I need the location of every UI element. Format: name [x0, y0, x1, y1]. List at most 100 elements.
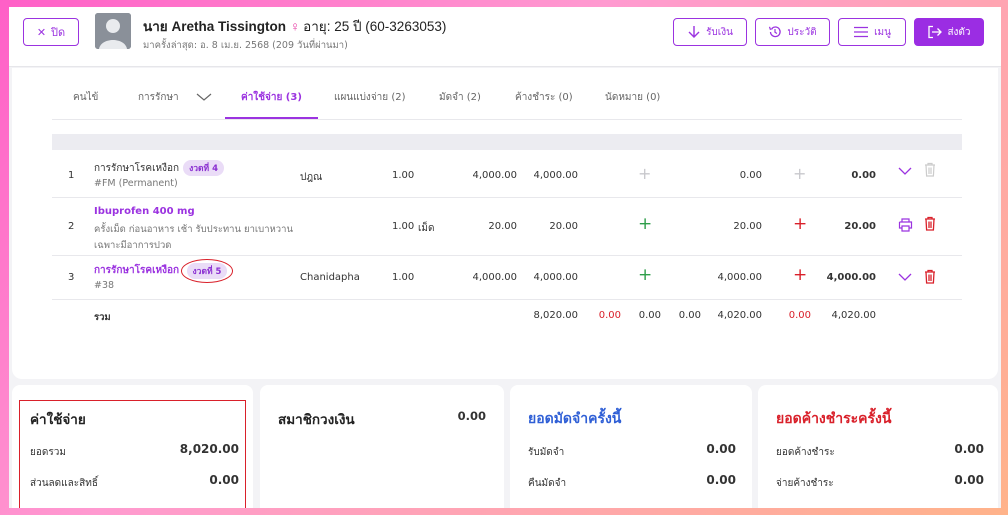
outstanding-card: ยอดค้างชำระครั้งนี้ ยอดค้างชำระ 0.00 จ่า… [758, 385, 998, 508]
avatar [95, 13, 131, 49]
item-sub: #FM (Permanent) [94, 178, 178, 189]
item-name: การรักษาโรคเหงือก [94, 163, 180, 174]
deposit-return-label: คืนมัดจำ [528, 478, 567, 489]
tab-appointments[interactable]: นัดหมาย (0) [605, 92, 661, 103]
item-name[interactable]: Ibuprofen 400 mg [94, 206, 195, 217]
send-queue-label: ส่งตัว [947, 26, 971, 38]
tab-patient[interactable]: คนไข้ [73, 92, 99, 103]
history-button[interactable]: ประวัติ [755, 18, 830, 46]
totals-amount: 8,020.00 [533, 310, 578, 321]
tab-treatment-label: การรักษา [138, 92, 179, 103]
trash-icon[interactable] [924, 216, 936, 234]
last-visit-text: มาครั้งล่าสุด: อ. 8 เม.ย. 2568 (209 วันท… [143, 40, 348, 51]
price: 20.00 [488, 221, 517, 232]
expand-icon[interactable] [898, 272, 912, 285]
close-button[interactable]: ✕ ปิด [23, 18, 79, 46]
item-instructions-2: เฉพาะมีอาการปวด [94, 240, 172, 251]
total-value: 8,020.00 [179, 442, 239, 456]
trash-icon[interactable] [924, 269, 936, 287]
history-icon [769, 26, 782, 38]
installment-badge-highlight: งวดที่ 5 [181, 259, 233, 283]
table-header [52, 134, 962, 150]
expense-summary-title: ค่าใช้จ่าย [30, 412, 86, 428]
total: 4,000.00 [826, 272, 876, 283]
wallet-value: 0.00 [457, 409, 486, 423]
outstanding-owed-value: 0.00 [954, 442, 984, 456]
item-sub: #38 [94, 280, 115, 291]
add-deposit-icon[interactable]: + [638, 164, 652, 183]
hamburger-icon [854, 26, 869, 38]
amount: 20.00 [549, 221, 578, 232]
unit: เม็ด [418, 223, 435, 234]
qty: 1.00 [392, 170, 415, 181]
history-label: ประวัติ [787, 26, 817, 38]
deposit-receive-label: รับมัดจำ [528, 447, 565, 458]
tab-treatment[interactable]: การรักษา [138, 90, 212, 105]
expense-summary-card: ค่าใช้จ่าย ยอดรวม 8,020.00 ส่วนลดและสิทธ… [12, 385, 253, 508]
amount: 4,000.00 [533, 170, 578, 181]
exit-arrow-icon [928, 25, 943, 39]
expand-icon[interactable] [898, 166, 912, 179]
print-icon[interactable] [898, 218, 913, 235]
menu-label: เมนู [874, 26, 891, 38]
tab-expenses[interactable]: ค่าใช้จ่าย (3) [241, 92, 302, 103]
doctor-name: Chanidapha [300, 272, 360, 283]
totals-total: 4,020.00 [831, 310, 876, 321]
patient-name: นาย Aretha Tissington [143, 19, 286, 34]
totals-discount: 0.00 [598, 310, 621, 321]
expenses-panel: คนไข้ การรักษา ค่าใช้จ่าย (3) แผนแบ่งจ่า… [12, 68, 998, 379]
add-outstanding-icon[interactable]: + [793, 265, 808, 285]
trash-icon[interactable] [924, 162, 936, 180]
tab-installment-plan[interactable]: แผนแบ่งจ่าย (2) [334, 92, 406, 103]
close-icon: ✕ [36, 25, 47, 39]
item-instructions: ครั้งเม็ด ก่อนอาหาร เช้า รับประทาน ยาเบา… [94, 224, 293, 235]
deposit-return-value: 0.00 [706, 473, 736, 487]
qty: 1.00 [392, 221, 415, 232]
add-outstanding-icon[interactable]: + [793, 164, 807, 183]
outstanding-pay-value: 0.00 [954, 473, 984, 487]
row-number: 3 [68, 272, 75, 283]
deposit-title: ยอดมัดจำครั้งนี้ [528, 411, 622, 427]
outstanding-pay-label: จ่ายค้างชำระ [776, 478, 834, 489]
patient-name-line: นาย Aretha Tissington ♀ อายุ: 25 ปี (60-32… [143, 15, 446, 37]
add-deposit-icon[interactable]: + [638, 214, 653, 234]
price: 4,000.00 [472, 170, 517, 181]
send-queue-button[interactable]: ส่งตัว [914, 18, 984, 46]
deposit-receive-value: 0.00 [706, 442, 736, 456]
paid: 20.00 [733, 221, 762, 232]
totals-return: 0.00 [678, 310, 701, 321]
menu-button[interactable]: เมนู [838, 18, 906, 46]
totals-paid: 4,020.00 [717, 310, 762, 321]
total-label: ยอดรวม [30, 447, 66, 458]
active-tab-indicator [225, 117, 318, 119]
tab-outstanding[interactable]: ค้างชำระ (0) [515, 92, 573, 103]
arrow-down-icon [688, 26, 700, 38]
receive-payment-button[interactable]: รับเงิน [673, 18, 747, 46]
close-label: ปิด [51, 26, 66, 39]
doctor-name: ปฎณ [300, 172, 323, 183]
wallet-title: สมาชิกวงเงิน [278, 412, 355, 428]
outstanding-title: ยอดค้างชำระครั้งนี้ [776, 411, 892, 427]
deposit-card: ยอดมัดจำครั้งนี้ รับมัดจำ 0.00 คืนมัดจำ … [510, 385, 752, 508]
totals-outstanding: 0.00 [788, 310, 811, 321]
totals-label: รวม [94, 312, 111, 323]
highlight-box [19, 400, 246, 508]
table-row: 3 การรักษาโรคเหงือก งวดที่ 5 #38 Chanida… [52, 256, 962, 300]
table-row: 1 การรักษาโรคเหงือก งวดที่ 4 #FM (Permane… [52, 150, 962, 198]
installment-badge: งวดที่ 5 [186, 263, 228, 279]
amount: 4,000.00 [533, 272, 578, 283]
add-outstanding-icon[interactable]: + [793, 214, 808, 234]
chevron-down-icon [196, 93, 212, 101]
installment-badge: งวดที่ 4 [183, 160, 224, 176]
discount-label: ส่วนลดและสิทธิ์ [30, 478, 98, 489]
wallet-card: สมาชิกวงเงิน 0.00 [260, 385, 504, 508]
item-name-cell: การรักษาโรคเหงือก งวดที่ 4 [94, 160, 224, 176]
receive-label: รับเงิน [706, 26, 733, 38]
price: 4,000.00 [472, 272, 517, 283]
add-deposit-icon[interactable]: + [638, 265, 653, 285]
patient-header: ✕ ปิด นาย Aretha Tissington ♀ อายุ: 25 ปี … [9, 7, 1001, 67]
item-name[interactable]: การรักษาโรคเหงือก [94, 265, 180, 276]
tab-deposit[interactable]: มัดจำ (2) [439, 92, 481, 103]
patient-age-code: อายุ: 25 ปี (60-3263053) [303, 19, 447, 34]
totals-row: รวม 8,020.00 0.00 0.00 0.00 4,020.00 0.0… [52, 300, 962, 330]
